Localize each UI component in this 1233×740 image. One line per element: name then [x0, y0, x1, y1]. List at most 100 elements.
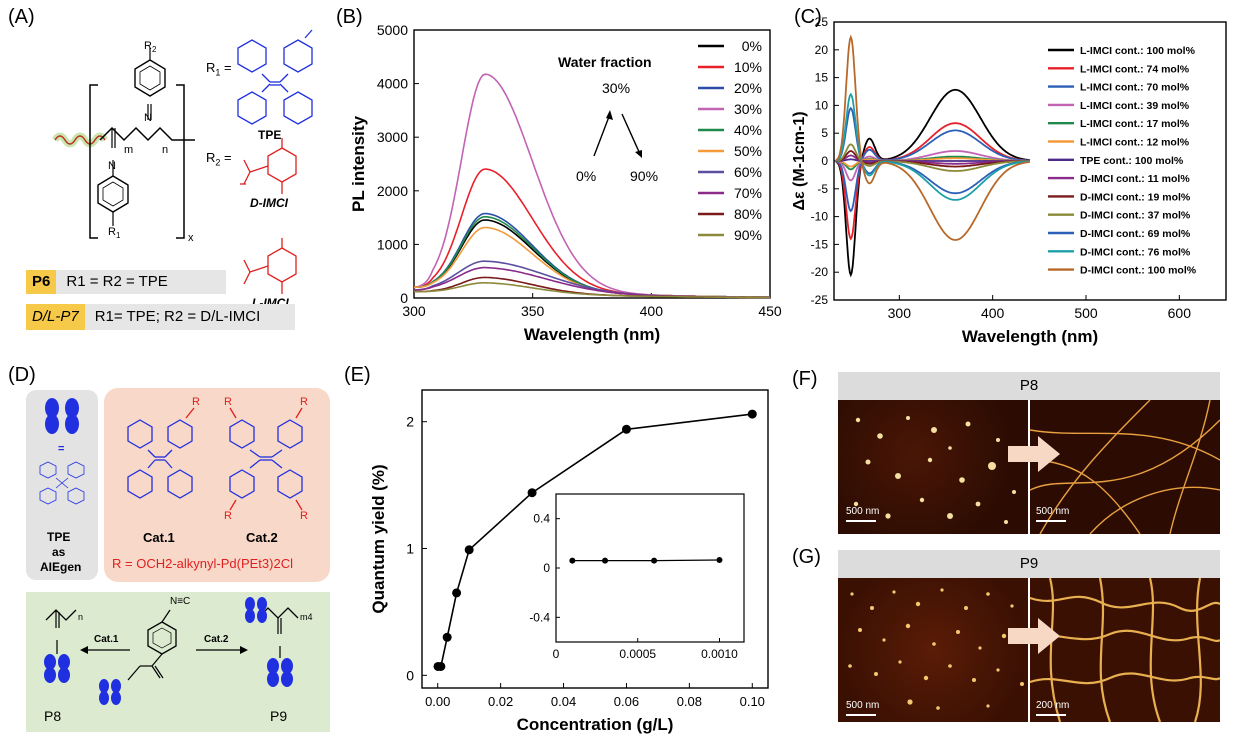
legend-entry: 0%	[742, 38, 762, 54]
p7-row: D/L-P7 R1= TPE; R2 = D/L-IMCI	[26, 304, 295, 330]
legend-entry: 70%	[734, 185, 762, 201]
y-tick-label: 4000	[377, 76, 408, 92]
x-tick-label: 400	[640, 303, 664, 319]
legend-entry: D-IMCI cont.: 11 mol%	[1080, 173, 1190, 185]
quantum-yield-chart: 0.00 0.02 0.04 0.06 0.08 0.10 0 1 2 Concentration…	[369, 389, 769, 734]
water-fraction-right: 90%	[630, 168, 659, 184]
y-tick-label: -5	[817, 182, 828, 196]
aiegen-label: AIEgen	[40, 560, 82, 574]
legend-entry: D-IMCI cont.: 100 mol%	[1080, 265, 1197, 277]
panel-label-g: (G)	[792, 546, 821, 568]
legend-entry: L-IMCI cont.: 70 mol%	[1080, 82, 1190, 94]
panel-label-c: (C)	[794, 6, 822, 28]
scale-bar-p8-left	[846, 520, 876, 522]
data-point	[747, 409, 757, 419]
n-atom-top: N	[144, 112, 152, 124]
legend-entry: L-IMCI cont.: 74 mol%	[1080, 63, 1190, 75]
x-axis-label: Wavelength (nm)	[962, 327, 1098, 346]
y-tick-label: 1000	[377, 236, 408, 252]
x-tick-label: 300	[402, 303, 426, 319]
afm-image-p8-left: 500 nm	[838, 400, 1028, 534]
panel-d: (D) =	[0, 360, 340, 740]
scale-text-p9-right: 200 nm	[1036, 700, 1070, 711]
scale-text-p8-right: 500 nm	[1036, 506, 1070, 517]
plot-frame	[421, 389, 769, 689]
series-line	[835, 34, 1031, 241]
legend-entry: 30%	[734, 101, 762, 117]
panel-g: (G) P9 500 nm	[790, 538, 1233, 722]
scale-text-p8-left: 500 nm	[846, 506, 880, 517]
afm-image-p9-right: 200 nm	[1030, 578, 1220, 722]
series-line	[438, 413, 753, 668]
series-line	[835, 150, 1030, 168]
r2-label: R2	[144, 40, 157, 55]
data-point	[436, 661, 446, 671]
legend-entry: 20%	[734, 80, 762, 96]
r2-label-right: R2 =	[206, 150, 232, 168]
x-tick-label: 350	[521, 303, 545, 319]
x-tick-label: 0.02	[488, 694, 513, 709]
series-line	[835, 129, 1030, 213]
series-line	[835, 150, 1030, 182]
cat2-r-label-tl: R	[224, 396, 232, 408]
arrow-cat1-label: Cat.1	[94, 634, 119, 645]
x-axis-label: Concentration (g/L)	[517, 715, 674, 734]
water-fraction-arrows	[593, 110, 642, 158]
inset-frame	[555, 493, 745, 643]
panel-e: (E) 0.00 0.02 0.04 0.06 0.08 0.10 0 1 2 Concentra…	[340, 360, 790, 740]
m-sub: m	[124, 144, 134, 156]
m4-sub-d: m4	[300, 612, 313, 622]
panel-label-b: (B)	[336, 6, 363, 28]
legend-entry: L-IMCI cont.: 17 mol%	[1080, 118, 1190, 130]
p7-tag: D/L-P7	[26, 304, 85, 330]
data-point	[464, 545, 474, 555]
y-tick-label: 5	[821, 126, 828, 140]
legend-entry: TPE cont.: 100 mol%	[1080, 155, 1184, 167]
y-tick-label: -25	[811, 293, 829, 307]
x-tick-label: 0.08	[677, 694, 702, 709]
pl-chart: 300 350 400 450 0 1000 2000 3000 4000 5000 Wavelen…	[349, 22, 782, 344]
cat2-r-label-br: R	[300, 510, 308, 522]
data-point	[527, 488, 537, 498]
y-tick-label: 0	[400, 290, 408, 306]
y-tick-label: 25	[815, 15, 829, 29]
afm-title-p9: P9	[838, 550, 1220, 578]
panel-a: (A)	[0, 0, 330, 340]
legend-entry: 50%	[734, 143, 762, 159]
x-tick-label: 450	[758, 303, 782, 319]
panel-label-d: (D)	[8, 364, 36, 386]
y-tick-label: 2000	[377, 183, 408, 199]
cat2-r-label-tr: R	[300, 396, 308, 408]
legend-entry: L-IMCI cont.: 39 mol%	[1080, 100, 1190, 112]
y-tick-label: -20	[811, 265, 829, 279]
legend-entry: 80%	[734, 206, 762, 222]
afm-dots-p9	[848, 588, 1024, 710]
legend-entry: L-IMCI cont.: 100 mol%	[1080, 45, 1196, 57]
inset-y-tick-label: -0.4	[529, 610, 550, 624]
panel-b: (B) 300 350 400 450 0 1000 2000 3000 4000 5000 Wav…	[330, 0, 790, 355]
panel-label-a: (A)	[8, 6, 35, 28]
plot-frame	[413, 29, 771, 299]
p6-row: P6 R1 = R2 = TPE	[26, 270, 227, 294]
cd-chart: 300 400 500 600 -25 -20 -15 -10 -5 0 5 10 15 20 25 Wave…	[791, 15, 1227, 346]
water-fraction-title: Water fraction	[558, 54, 652, 70]
svg-text:=: =	[58, 443, 64, 455]
inset-series-line	[572, 559, 720, 562]
series-line	[835, 88, 1031, 278]
inset-x-tick-label: 0	[553, 647, 560, 661]
legend-entry: D-IMCI cont.: 19 mol%	[1080, 191, 1191, 203]
y-tick-label: 10	[815, 98, 829, 112]
legend-entry: 90%	[734, 227, 762, 243]
scale-bar-p8-right	[1036, 520, 1066, 522]
water-fraction-left: 0%	[576, 168, 597, 184]
p6-text: R1 = R2 = TPE	[56, 270, 227, 294]
x-axis-label: Wavelength (nm)	[524, 325, 660, 344]
scale-bar-p9-right	[1036, 714, 1066, 716]
n-atom-bottom: N	[108, 160, 116, 172]
afm-dots-p8	[853, 416, 1028, 524]
inset-data-point	[651, 557, 658, 564]
series-line	[835, 106, 1030, 195]
inset-x-tick-label: 0.0005	[619, 647, 656, 661]
n-sub: n	[162, 144, 169, 156]
p9-label: P9	[270, 708, 288, 724]
